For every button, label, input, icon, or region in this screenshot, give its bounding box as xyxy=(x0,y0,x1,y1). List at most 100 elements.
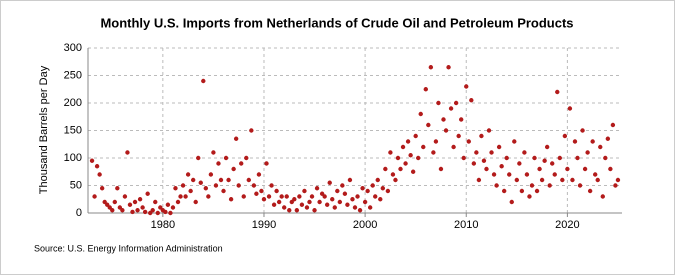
point xyxy=(453,100,459,106)
point xyxy=(259,188,264,194)
y-tick-label: 250 xyxy=(64,69,82,81)
point xyxy=(507,172,512,177)
point xyxy=(413,133,418,139)
point xyxy=(137,197,143,202)
point xyxy=(378,197,383,202)
point xyxy=(284,194,289,199)
point xyxy=(309,194,315,199)
point xyxy=(153,199,158,205)
point xyxy=(355,194,360,199)
x-tick-label: 2020 xyxy=(555,219,579,231)
point xyxy=(294,208,300,213)
point xyxy=(122,194,128,199)
point xyxy=(115,186,120,191)
point xyxy=(332,205,337,210)
point xyxy=(271,202,277,207)
point xyxy=(537,166,542,172)
y-tick-label: 100 xyxy=(64,152,82,164)
point xyxy=(562,133,568,139)
point xyxy=(471,161,477,166)
point xyxy=(448,106,454,111)
point xyxy=(491,172,497,177)
point xyxy=(496,144,502,150)
point xyxy=(203,186,209,191)
point xyxy=(598,144,603,150)
point xyxy=(486,128,492,133)
point xyxy=(466,139,471,144)
point xyxy=(426,122,431,128)
point xyxy=(266,194,272,199)
point xyxy=(539,177,545,183)
point xyxy=(196,155,201,161)
chart-title: Monthly U.S. Imports from Netherlands of… xyxy=(100,15,573,30)
point xyxy=(112,199,118,205)
point xyxy=(436,100,441,106)
point xyxy=(261,197,267,202)
point xyxy=(132,199,138,205)
point xyxy=(587,188,593,194)
point xyxy=(580,128,585,133)
point xyxy=(428,65,434,70)
point xyxy=(529,183,535,188)
point xyxy=(297,194,302,199)
point xyxy=(175,199,181,205)
point xyxy=(183,194,188,199)
point xyxy=(337,199,343,205)
point xyxy=(395,155,401,161)
point xyxy=(484,166,489,172)
point xyxy=(517,161,522,166)
point xyxy=(446,65,451,70)
point xyxy=(350,197,355,202)
point xyxy=(249,128,254,133)
point xyxy=(322,194,327,199)
point xyxy=(228,197,234,202)
point xyxy=(365,188,370,194)
point xyxy=(380,186,386,191)
point xyxy=(279,194,284,199)
point xyxy=(256,172,262,177)
point xyxy=(572,139,578,144)
point xyxy=(522,150,527,155)
point xyxy=(135,208,140,213)
point xyxy=(582,166,588,172)
point xyxy=(464,84,469,89)
point xyxy=(145,191,150,196)
point xyxy=(555,89,560,95)
point xyxy=(292,197,297,202)
point xyxy=(276,199,282,205)
point xyxy=(239,161,244,166)
point xyxy=(560,177,565,183)
point xyxy=(608,166,613,172)
point xyxy=(524,172,530,177)
point xyxy=(352,205,358,210)
point xyxy=(241,194,246,199)
point xyxy=(603,155,608,161)
point xyxy=(340,183,345,188)
point xyxy=(231,166,236,172)
point xyxy=(393,177,398,183)
point xyxy=(218,177,224,183)
point xyxy=(198,180,203,185)
point xyxy=(99,186,105,191)
point xyxy=(534,188,540,194)
point xyxy=(610,122,616,128)
point xyxy=(390,172,396,177)
point xyxy=(479,133,484,139)
point xyxy=(400,144,406,150)
point xyxy=(314,186,320,191)
point xyxy=(120,208,125,213)
point xyxy=(357,208,363,213)
y-tick-label: 300 xyxy=(64,42,82,54)
point xyxy=(233,136,239,141)
point xyxy=(89,158,95,163)
point xyxy=(585,150,590,155)
point xyxy=(527,194,532,199)
point xyxy=(451,144,456,150)
point xyxy=(216,161,221,166)
point xyxy=(557,155,563,161)
point xyxy=(443,128,449,133)
point xyxy=(342,191,348,196)
point xyxy=(403,161,408,166)
